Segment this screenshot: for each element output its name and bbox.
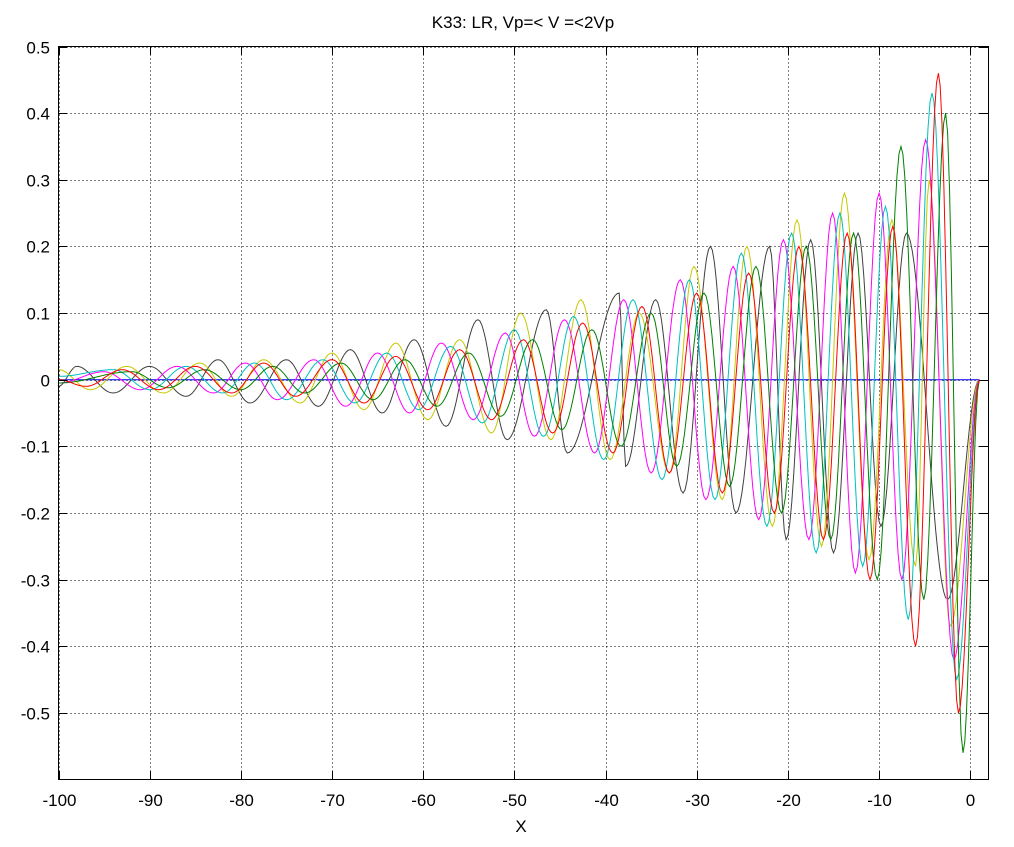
y-tick-label: -0.1 xyxy=(21,438,50,457)
y-tick-label: 0.3 xyxy=(26,172,50,191)
x-axis-label: X xyxy=(515,817,526,836)
y-tick-label: 0.4 xyxy=(26,105,50,124)
series-line-black xyxy=(58,231,980,601)
x-tick-label: -40 xyxy=(594,791,619,810)
y-tick-label: 0.1 xyxy=(26,305,50,324)
x-tick-label: -60 xyxy=(411,791,436,810)
y-tick-label: 0 xyxy=(41,372,50,391)
x-tick-label: -50 xyxy=(502,791,527,810)
x-tick-label: -90 xyxy=(138,791,163,810)
axis-ticks: -100 -90 -80 -70 -60 -50 -40 -30 -20 -10 00.50.40.… xyxy=(21,39,989,810)
x-tick-label: -10 xyxy=(867,791,892,810)
y-tick-label: -0.3 xyxy=(21,572,50,591)
series-line-green xyxy=(58,113,980,753)
grid xyxy=(58,46,989,780)
series-line-yellow xyxy=(58,179,980,628)
x-tick-label: -20 xyxy=(776,791,801,810)
y-tick-label: 0.5 xyxy=(26,39,50,58)
x-tick-label: 0 xyxy=(966,791,975,810)
x-tick-label: -100 xyxy=(42,791,76,810)
chart-title: K33: LR, Vp=< V =<2Vp xyxy=(432,13,614,32)
series-group xyxy=(58,73,980,753)
x-tick-label: -80 xyxy=(229,791,254,810)
y-tick-label: 0.2 xyxy=(26,238,50,257)
x-tick-label: -70 xyxy=(320,791,345,810)
series-line-red xyxy=(58,73,980,714)
plot-frame xyxy=(58,46,989,780)
y-tick-label: -0.5 xyxy=(21,705,50,724)
y-tick-label: -0.4 xyxy=(21,638,50,657)
series-line-cyan xyxy=(58,92,980,682)
y-tick-label: -0.2 xyxy=(21,505,50,524)
x-tick-label: -30 xyxy=(685,791,710,810)
series-line-magenta xyxy=(58,138,980,661)
